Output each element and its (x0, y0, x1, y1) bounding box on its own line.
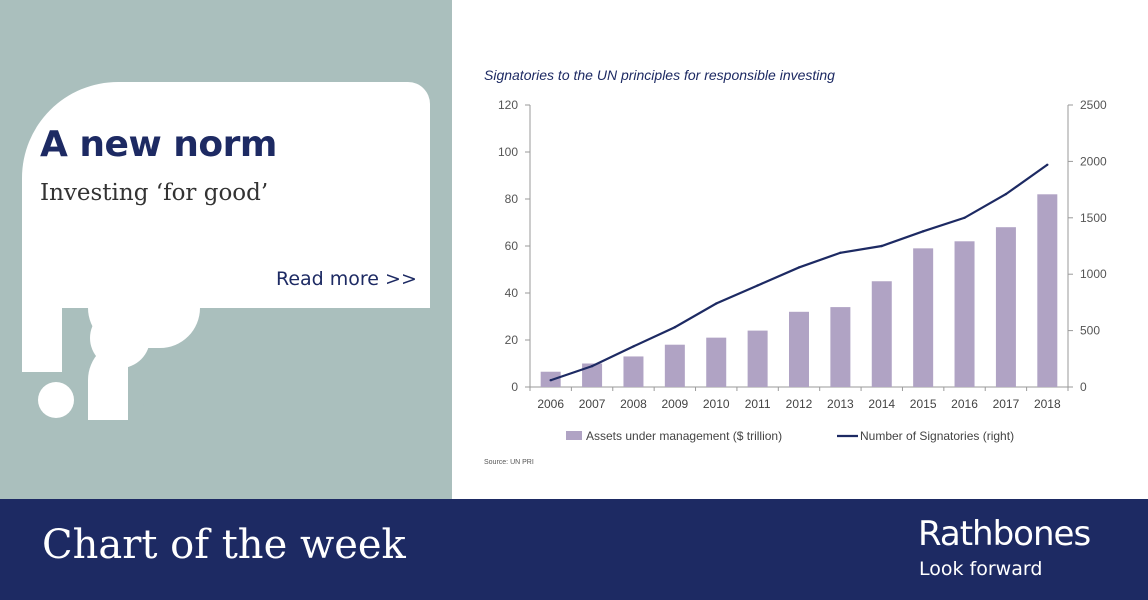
x-tick-label: 2009 (661, 397, 688, 411)
x-tick-label: 2015 (910, 397, 937, 411)
left-axis-tick-label: 0 (511, 380, 518, 394)
signatories-point-2008 (632, 345, 635, 348)
bar-2013 (830, 307, 851, 387)
chart-area: Signatories to the UN principles for res… (452, 0, 1148, 499)
bar-2016 (954, 241, 975, 387)
subhead: Investing ‘for good’ (40, 180, 269, 206)
chart-source: Source: UN PRI (484, 459, 534, 466)
bar-2008 (623, 356, 644, 387)
x-tick-label: 2010 (703, 397, 730, 411)
right-axis-tick-label: 0 (1080, 380, 1087, 394)
brand-shapes (22, 308, 200, 420)
rathbones-logo: Rathbones (918, 514, 1091, 554)
read-more-link[interactable]: Read more >> (276, 268, 417, 290)
signatories-point-2017 (1004, 192, 1008, 196)
legend-label-assets: Assets under management ($ trillion) (586, 429, 782, 443)
combo-chart: Signatories to the UN principles for res… (484, 67, 1107, 466)
bar-2009 (664, 344, 685, 387)
bar-2010 (706, 337, 727, 387)
right-axis-tick-label: 1000 (1080, 267, 1107, 281)
x-tick-label: 2011 (745, 397, 771, 411)
right-axis-tick-label: 2000 (1080, 154, 1107, 168)
signatories-point-2011 (756, 284, 759, 287)
bar-2012 (789, 311, 809, 387)
bar-2015 (913, 248, 934, 387)
intro-card (22, 82, 430, 308)
headline: A new norm (40, 124, 277, 165)
bar-2014 (871, 281, 892, 387)
right-axis-tick-label: 1500 (1080, 211, 1107, 225)
bar-2018 (1037, 194, 1058, 387)
legend-label-signatories: Number of Signatories (right) (860, 429, 1014, 443)
bar-2011 (747, 330, 768, 387)
signatories-point-2016 (963, 216, 966, 219)
signatories-point-2012 (797, 266, 801, 269)
signatories-point-2009 (673, 326, 677, 329)
x-tick-label: 2013 (827, 397, 854, 411)
signatories-point-2014 (880, 244, 883, 248)
brand-tagline: Look forward (919, 558, 1043, 580)
right-axis-tick-label: 2500 (1080, 98, 1107, 112)
left-axis-tick-label: 40 (505, 286, 519, 300)
x-tick-label: 2007 (579, 397, 606, 411)
left-axis-tick-label: 120 (498, 98, 518, 112)
signatories-point-2018 (1046, 163, 1049, 166)
x-tick-label: 2016 (951, 397, 978, 411)
x-tick-label: 2006 (537, 397, 564, 411)
bar-2007 (582, 363, 603, 387)
left-axis-tick-label: 80 (505, 192, 519, 206)
x-tick-label: 2012 (786, 397, 813, 411)
footer-band (0, 499, 1148, 600)
left-axis-tick-label: 20 (505, 333, 519, 347)
legend-swatch-assets (566, 431, 582, 440)
x-tick-label: 2018 (1034, 397, 1061, 411)
left-axis-tick-label: 100 (498, 145, 518, 159)
right-axis-tick-label: 500 (1080, 324, 1100, 338)
signatories-point-2007 (590, 364, 594, 368)
signatories-point-2015 (921, 230, 925, 233)
signatories-point-2010 (715, 302, 718, 305)
bar-2017 (995, 227, 1016, 387)
signatories-point-2006 (549, 379, 552, 382)
footer-title: Chart of the week (42, 522, 406, 568)
x-tick-label: 2017 (993, 397, 1020, 411)
x-tick-label: 2008 (620, 397, 647, 411)
chart-title: Signatories to the UN principles for res… (484, 67, 835, 83)
x-tick-label: 2014 (868, 397, 895, 411)
left-axis-tick-label: 60 (505, 239, 519, 253)
signatories-point-2013 (839, 251, 842, 254)
